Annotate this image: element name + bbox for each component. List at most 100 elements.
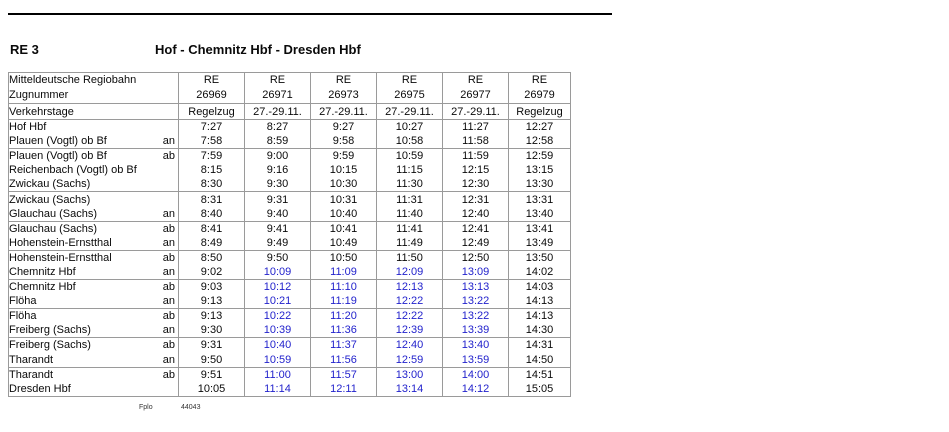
time-cell: 13:09 xyxy=(442,264,509,281)
train-type: RE xyxy=(467,74,484,86)
time-cell: 9:50 xyxy=(244,250,311,265)
time-cell: 8:40 xyxy=(178,206,245,222)
table-row: Hohenstein-Ernstthal an 8:49 9:49 10:49 11:49… xyxy=(8,235,571,251)
timetable-body: Hof Hbf 7:27 8:27 9:27 10:27 11:27 12:27 Plauen… xyxy=(8,119,571,397)
timetable-header: Mitteldeutsche Regiobahn Zugnummer RE 269… xyxy=(8,72,571,120)
time-cell: 8:50 xyxy=(178,250,245,265)
footer-fplo-label: Fplo xyxy=(139,404,153,411)
time-cell: 13:22 xyxy=(442,308,509,324)
station-cell: Freiberg (Sachs) ab xyxy=(8,337,179,353)
stop-type-label: ab xyxy=(162,339,175,352)
train-type: RE xyxy=(401,74,418,86)
train-type: RE xyxy=(531,74,548,86)
table-row: Freiberg (Sachs) an 9:30 10:39 11:36 12:39 13:… xyxy=(8,323,571,339)
time-cell: 14:00 xyxy=(442,367,509,382)
validity-cell: 27.-29.11. xyxy=(310,103,377,120)
time-cell: 9:27 xyxy=(310,119,377,135)
station-name: Flöha xyxy=(9,310,37,323)
station-name: Freiberg (Sachs) xyxy=(9,324,91,337)
train-number: 26975 xyxy=(394,89,425,101)
time-cell: 10:59 xyxy=(244,352,311,368)
time-cell: 9:03 xyxy=(178,279,245,295)
time-cell: 12:40 xyxy=(442,206,509,222)
stop-type-label: ab xyxy=(162,222,175,235)
station-cell: Tharandt ab xyxy=(8,367,179,382)
time-cell: 10:40 xyxy=(244,337,311,353)
table-row: Hohenstein-Ernstthal ab 8:50 9:50 10:50 11:50… xyxy=(8,250,571,265)
station-name: Glauchau (Sachs) xyxy=(9,222,98,235)
time-cell: 12:59 xyxy=(376,352,443,368)
train-header-cell: RE 26977 xyxy=(442,72,509,104)
station-name: Zwickau (Sachs) xyxy=(9,178,91,191)
operator-label: Mitteldeutsche Regiobahn xyxy=(9,74,137,86)
time-cell: 12:49 xyxy=(442,235,509,251)
time-cell: 8:27 xyxy=(244,119,311,135)
table-row: Chemnitz Hbf an 9:02 10:09 11:09 12:09 13:09 14… xyxy=(8,264,571,281)
stop-type-label: ab xyxy=(162,310,175,323)
table-row: Tharandt an 9:50 10:59 11:56 12:59 13:59 14:50 xyxy=(8,352,571,368)
time-cell: 11:00 xyxy=(244,367,311,382)
station-name: Glauchau (Sachs) xyxy=(9,207,98,220)
time-cell: 12:22 xyxy=(376,294,443,310)
train-header-cell: RE 26979 xyxy=(508,72,571,104)
station-cell: Freiberg (Sachs) an xyxy=(8,323,179,339)
train-header-row: Mitteldeutsche Regiobahn Zugnummer RE 269… xyxy=(8,72,571,104)
time-cell: 11:57 xyxy=(310,367,377,382)
time-cell: 13:59 xyxy=(442,352,509,368)
station-cell: Hof Hbf xyxy=(8,119,179,135)
time-cell: 8:59 xyxy=(244,134,311,150)
station-name: Hohenstein-Ernstthal xyxy=(9,251,112,264)
time-cell: 14:13 xyxy=(508,308,571,324)
time-cell: 11:15 xyxy=(376,163,443,178)
time-cell: 11:20 xyxy=(310,308,377,324)
time-cell: 7:27 xyxy=(178,119,245,135)
time-cell: 8:30 xyxy=(178,177,245,193)
station-name: Tharandt xyxy=(9,353,54,366)
time-cell: 12:09 xyxy=(376,264,443,281)
stop-type-label: an xyxy=(162,324,175,337)
station-name: Hohenstein-Ernstthal xyxy=(9,236,112,249)
time-cell: 13:15 xyxy=(508,163,571,178)
train-header-cell: RE 26973 xyxy=(310,72,377,104)
time-cell: 12:41 xyxy=(442,221,509,236)
time-cell: 10:12 xyxy=(244,279,311,295)
time-cell: 10:41 xyxy=(310,221,377,236)
time-cell: 11:19 xyxy=(310,294,377,310)
time-cell: 9:30 xyxy=(178,323,245,339)
time-cell: 13:13 xyxy=(442,279,509,295)
validity-cell: Regelzug xyxy=(178,103,245,120)
table-row: Zwickau (Sachs) 8:31 9:31 10:31 11:31 12:31 13… xyxy=(8,191,571,207)
timetable: Mitteldeutsche Regiobahn Zugnummer RE 269… xyxy=(8,72,571,397)
time-cell: 13:41 xyxy=(508,221,571,236)
station-cell: Reichenbach (Vogtl) ob Bf xyxy=(8,163,179,178)
time-cell: 11:27 xyxy=(442,119,509,135)
station-cell: Glauchau (Sachs) ab xyxy=(8,221,179,236)
time-cell: 13:22 xyxy=(442,294,509,310)
time-cell: 10:27 xyxy=(376,119,443,135)
station-name: Hof Hbf xyxy=(9,121,47,134)
train-header-cell: RE 26969 xyxy=(178,72,245,104)
time-cell: 10:22 xyxy=(244,308,311,324)
time-cell: 14:31 xyxy=(508,337,571,353)
stop-type-label: an xyxy=(162,265,175,278)
stop-type-label: an xyxy=(162,353,175,366)
station-cell: Flöha ab xyxy=(8,308,179,324)
validity-cell: 27.-29.11. xyxy=(376,103,443,120)
stop-type-label: ab xyxy=(162,150,175,163)
station-cell: Flöha an xyxy=(8,294,179,310)
train-number-label: Zugnummer xyxy=(9,89,69,101)
time-cell: 13:31 xyxy=(508,191,571,207)
validity-cell: Regelzug xyxy=(508,103,571,120)
time-cell: 10:30 xyxy=(310,177,377,193)
validity-cell: 27.-29.11. xyxy=(442,103,509,120)
time-cell: 9:30 xyxy=(244,177,311,193)
station-cell: Plauen (Vogtl) ob Bf ab xyxy=(8,148,179,164)
time-cell: 10:59 xyxy=(376,148,443,164)
time-cell: 13:40 xyxy=(508,206,571,222)
time-cell: 11:36 xyxy=(310,323,377,339)
station-name: Flöha xyxy=(9,295,37,308)
footer-fplo-number: 44043 xyxy=(181,404,201,411)
table-row: Chemnitz Hbf ab 9:03 10:12 11:10 12:13 13:13 14… xyxy=(8,279,571,295)
time-cell: 9:49 xyxy=(244,235,311,251)
table-row: Plauen (Vogtl) ob Bf an 7:58 8:59 9:58 10:58 1… xyxy=(8,134,571,150)
